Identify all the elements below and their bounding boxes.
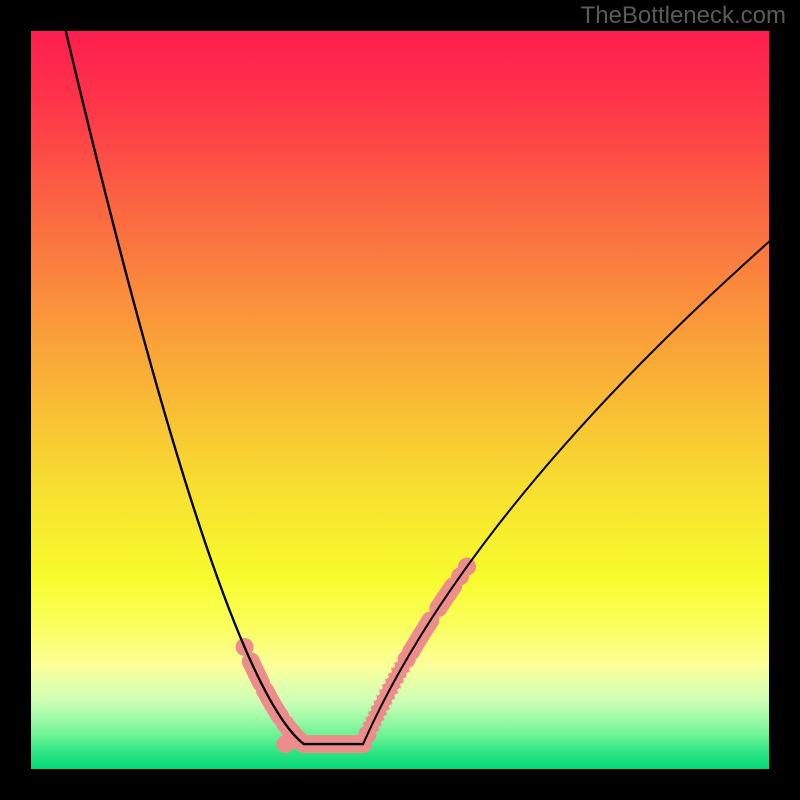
- chart-svg: [0, 0, 800, 800]
- marker-floor-dot-0: [276, 735, 294, 753]
- watermark-text: TheBottleneck.com: [581, 2, 786, 30]
- chart-root: TheBottleneck.com: [0, 0, 800, 800]
